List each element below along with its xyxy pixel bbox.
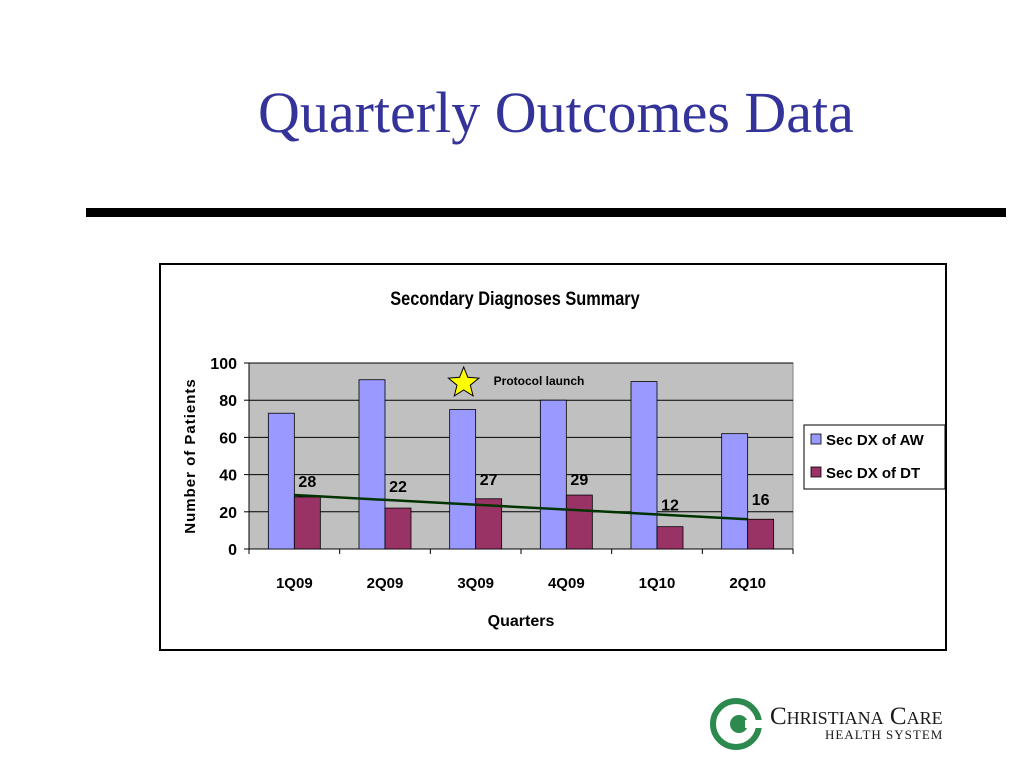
data-label-sec-dx-dt: 16 [752,492,770,509]
title-divider [86,208,1006,217]
bar-sec-dx-dt [384,507,412,550]
y-tick-label: 40 [219,468,237,485]
x-tick-label: 3Q09 [457,575,494,592]
data-label-sec-dx-dt: 12 [661,498,679,515]
x-tick-label: 4Q09 [548,575,585,592]
trendline [294,493,748,521]
y-tick-label: 20 [219,505,237,522]
christiana-care-logo: Christiana Care HEALTH SYSTEM [710,698,950,750]
annotation-text: Protocol launch [494,374,585,388]
bar-sec-dx-aw [267,412,295,550]
data-label-sec-dx-dt: 27 [480,472,498,489]
data-label-sec-dx-dt: 28 [298,474,316,491]
star-icon [447,365,481,397]
bar-sec-dx-aw [358,379,386,550]
logo-mark-icon [710,698,762,750]
x-tick-label: 1Q09 [276,575,313,592]
bar-sec-dx-aw [630,381,658,550]
logo-name: Christiana Care [770,703,943,730]
bar-sec-dx-dt [656,526,684,550]
bar-sec-dx-dt [565,494,593,550]
legend-label: Sec DX of DT [826,465,920,482]
y-tick-label: 80 [219,393,237,410]
bar-sec-dx-dt [747,518,775,550]
legend-label: Sec DX of AW [826,432,925,449]
bar-sec-dx-aw [449,409,477,550]
bar-sec-dx-aw [721,433,749,550]
slide-title: Quarterly Outcomes Data [258,80,854,145]
y-tick-label: 0 [228,542,237,559]
y-tick-label: 60 [219,430,237,447]
chart-frame: Secondary Diagnoses Summary 0 20 40 60 80 100 1… [159,263,947,651]
data-label-sec-dx-dt: 29 [570,472,588,489]
x-tick-label: 2Q10 [729,575,766,592]
data-label-sec-dx-dt: 22 [389,479,407,496]
plot-area [248,362,794,550]
chart-canvas: Secondary Diagnoses Summary 0 20 40 60 80 100 1… [182,288,945,630]
bar-sec-dx-dt [293,496,321,550]
x-axis-label: Quarters [488,613,555,630]
x-tick-label: 1Q10 [639,575,676,592]
y-tick-label: 100 [210,356,237,373]
logo-subtitle: HEALTH SYSTEM [825,727,944,742]
bar-sec-dx-aw [539,399,567,550]
legend-swatch [810,433,822,445]
legend-swatch [810,466,822,478]
legend-box [803,424,945,490]
y-axis-label: Number of Patients [182,378,199,534]
chart-title: Secondary Diagnoses Summary [390,288,640,309]
bar-sec-dx-dt [475,498,503,550]
x-tick-label: 2Q09 [367,575,404,592]
